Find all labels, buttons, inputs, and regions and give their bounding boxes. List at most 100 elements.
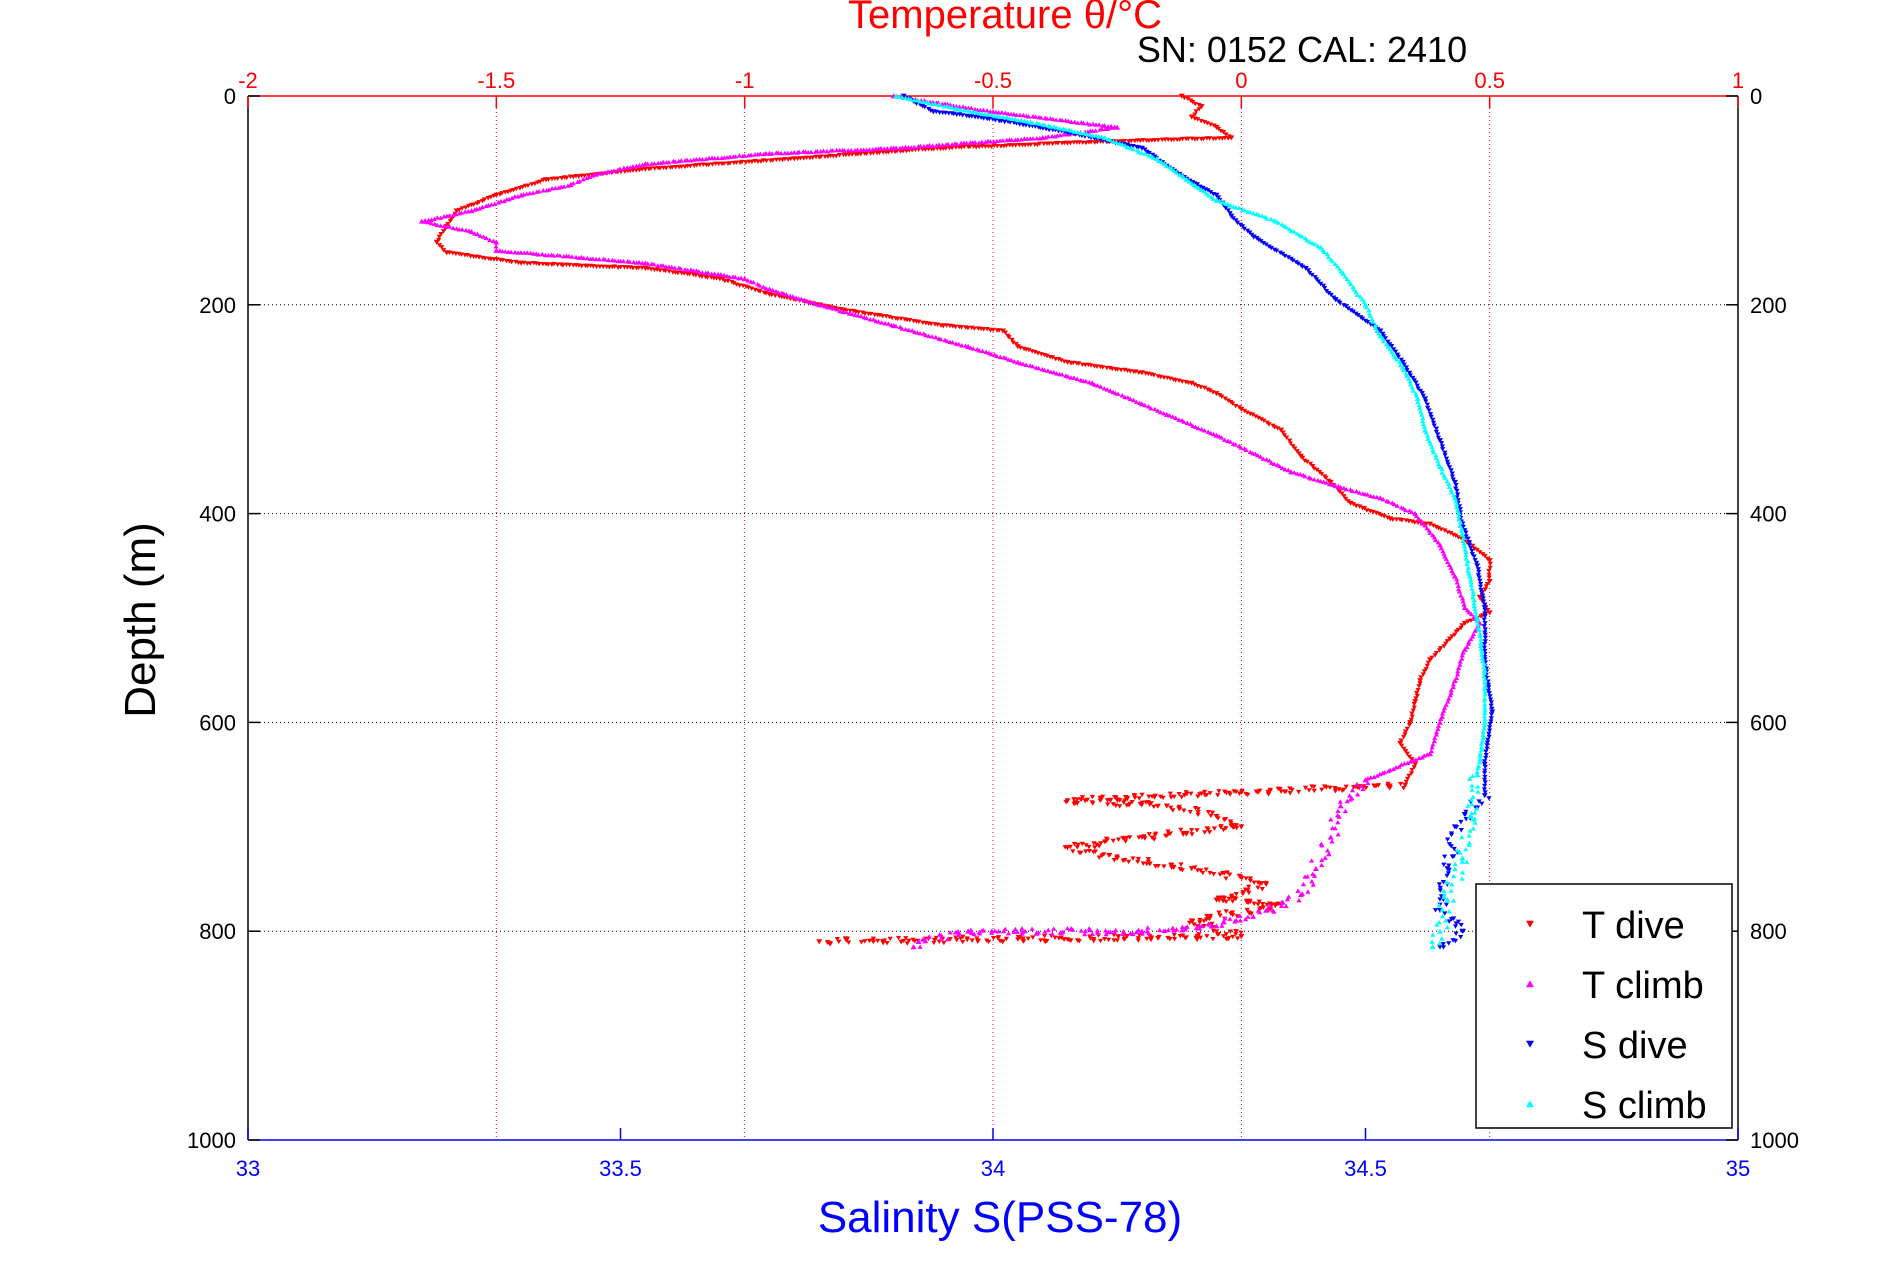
data-point xyxy=(1380,338,1387,344)
data-point xyxy=(709,162,716,167)
data-point xyxy=(1335,831,1341,837)
data-point xyxy=(1193,424,1199,430)
data-point xyxy=(1121,800,1127,805)
data-point xyxy=(1437,888,1443,893)
data-point xyxy=(933,143,939,148)
salinity-tick-label: 33.5 xyxy=(599,1156,642,1181)
data-point xyxy=(1099,134,1105,139)
data-point xyxy=(529,182,535,187)
data-point xyxy=(1462,547,1468,552)
data-point xyxy=(1094,842,1100,847)
data-point xyxy=(1468,611,1475,617)
data-point xyxy=(1167,791,1173,796)
data-point xyxy=(1481,670,1488,675)
data-point xyxy=(560,263,566,268)
data-point xyxy=(706,155,712,161)
data-point xyxy=(1171,937,1178,942)
data-point xyxy=(1198,187,1204,192)
data-point xyxy=(984,938,990,943)
data-point xyxy=(969,938,975,943)
data-point xyxy=(1216,136,1222,141)
data-point xyxy=(1457,519,1464,525)
data-point xyxy=(1194,182,1200,187)
data-point xyxy=(1003,936,1009,942)
data-point xyxy=(704,275,711,280)
data-point xyxy=(1264,457,1270,462)
data-point xyxy=(1469,801,1475,807)
data-point xyxy=(1429,744,1435,750)
data-point xyxy=(725,161,731,166)
data-point xyxy=(682,164,688,170)
data-point xyxy=(1429,939,1435,944)
data-point xyxy=(903,326,909,332)
data-point xyxy=(1015,937,1021,942)
data-point xyxy=(1449,854,1455,859)
data-point xyxy=(1477,633,1483,639)
data-point xyxy=(1441,862,1447,868)
data-point xyxy=(1343,486,1349,492)
data-point xyxy=(1056,126,1063,131)
data-point xyxy=(741,276,748,282)
data-point xyxy=(1430,420,1437,426)
data-point xyxy=(1235,936,1241,941)
data-point xyxy=(1471,597,1477,603)
data-point xyxy=(1449,917,1455,922)
data-point xyxy=(1433,455,1439,460)
data-point xyxy=(745,285,751,290)
data-point xyxy=(1176,792,1182,797)
data-point xyxy=(875,938,881,944)
data-point xyxy=(1282,253,1288,259)
data-point xyxy=(750,279,757,285)
data-point xyxy=(1255,908,1261,913)
data-point xyxy=(678,266,684,271)
data-point xyxy=(1445,462,1451,467)
data-point xyxy=(1309,272,1315,278)
data-point xyxy=(954,937,960,943)
data-point xyxy=(1309,879,1315,884)
data-point xyxy=(1439,466,1445,472)
data-point xyxy=(1302,473,1308,479)
data-point xyxy=(1282,466,1288,472)
data-point xyxy=(483,203,489,209)
data-point xyxy=(845,148,851,153)
data-point xyxy=(1058,930,1064,935)
data-point xyxy=(1177,806,1183,812)
data-point xyxy=(700,162,707,167)
data-point xyxy=(1111,929,1117,935)
x-axis-label: Salinity S(PSS-78) xyxy=(818,1193,1182,1242)
data-point xyxy=(1096,844,1102,849)
data-point xyxy=(1233,218,1239,223)
data-point xyxy=(1482,553,1488,559)
data-point xyxy=(1025,936,1031,942)
data-point xyxy=(1101,386,1107,391)
data-point xyxy=(1242,916,1249,922)
data-point xyxy=(1078,130,1084,136)
data-point xyxy=(612,258,618,263)
data-point xyxy=(989,928,995,934)
data-point xyxy=(1459,855,1466,861)
data-point xyxy=(1151,373,1157,378)
data-point xyxy=(1147,934,1153,939)
data-point xyxy=(1406,773,1412,779)
data-point xyxy=(1225,136,1231,141)
data-point xyxy=(1320,283,1327,289)
data-point xyxy=(782,150,788,156)
data-point xyxy=(1005,111,1011,116)
data-point xyxy=(1176,172,1183,177)
data-point xyxy=(1370,494,1377,499)
data-point xyxy=(1223,205,1229,211)
data-point xyxy=(1222,396,1228,401)
data-point xyxy=(1170,808,1176,813)
data-point xyxy=(1319,787,1325,793)
data-point xyxy=(899,94,905,100)
depth-tick-label-right: 400 xyxy=(1750,502,1787,527)
data-point xyxy=(1431,423,1437,429)
data-point xyxy=(1391,501,1397,507)
data-point xyxy=(1056,356,1062,362)
data-point xyxy=(1482,710,1488,716)
data-point xyxy=(1173,170,1179,175)
data-point xyxy=(1053,117,1059,122)
data-point xyxy=(1482,689,1488,694)
data-point xyxy=(1415,687,1421,693)
